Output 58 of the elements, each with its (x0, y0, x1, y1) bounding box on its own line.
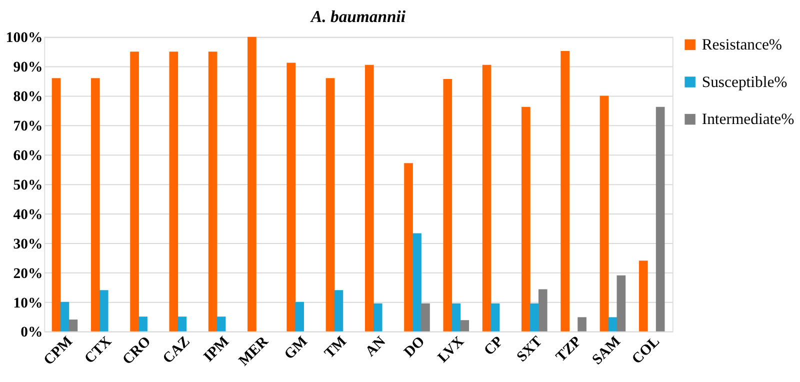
bar (295, 302, 304, 332)
bar (90, 78, 100, 332)
bar (178, 316, 187, 332)
legend-label: Susceptible% (702, 74, 788, 91)
bar (490, 303, 500, 332)
bar (600, 96, 609, 332)
y-tick-label: 50% (13, 177, 43, 194)
bar (286, 62, 296, 332)
bar (452, 303, 461, 332)
y-tick-label: 90% (13, 60, 43, 76)
bar (373, 303, 382, 332)
bar (138, 316, 148, 332)
y-tick-label: 60% (13, 148, 43, 164)
y-tick-label: 20% (13, 266, 43, 282)
bar (248, 36, 256, 332)
chart-title: A. baumannii (310, 7, 406, 26)
bar (60, 302, 70, 332)
bar (638, 260, 648, 332)
bar (522, 106, 530, 332)
bar (364, 64, 374, 332)
legend-label: Resistance% (702, 36, 782, 54)
y-tick-label: 30% (13, 236, 43, 252)
bar (421, 303, 430, 332)
bar (412, 233, 422, 332)
bar (482, 64, 492, 332)
x-tick-label: TM (322, 334, 350, 362)
bar (560, 50, 570, 332)
bar (530, 303, 539, 332)
x-tick-label: GM (281, 334, 311, 363)
x-tick-label: DO (401, 334, 428, 361)
x-tick-label: CP (481, 334, 506, 359)
bar (656, 106, 665, 332)
bar (608, 317, 618, 332)
legend-label: Intermediate% (702, 111, 794, 128)
y-tick-label: 70% (13, 118, 43, 135)
bar (443, 78, 452, 332)
y-tick-label: 10% (13, 295, 43, 312)
bar (460, 320, 470, 332)
x-tick-label: COL (629, 334, 664, 368)
bar (616, 275, 626, 332)
y-tick-label: 0% (20, 324, 43, 341)
bar (169, 52, 178, 332)
x-tick-label: AN (362, 333, 390, 360)
bar (130, 52, 139, 332)
y-tick-label: 80% (13, 89, 43, 106)
bar (538, 289, 548, 332)
bar (326, 78, 335, 332)
y-tick-label: 40% (13, 206, 43, 223)
bar (52, 78, 61, 332)
bar (404, 163, 413, 332)
bar (99, 290, 108, 332)
x-tick-label: TZP (553, 334, 585, 366)
bar (578, 317, 586, 332)
bar (68, 320, 78, 332)
y-tick-label: 100% (6, 30, 43, 46)
bar (208, 52, 218, 332)
bar (334, 290, 344, 332)
bar (216, 316, 226, 332)
